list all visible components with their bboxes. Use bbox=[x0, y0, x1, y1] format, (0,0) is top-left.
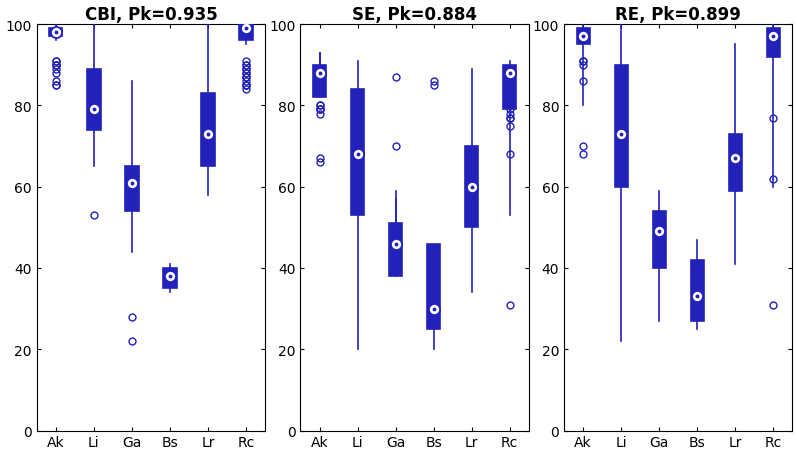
PathPatch shape bbox=[201, 94, 215, 167]
PathPatch shape bbox=[125, 167, 139, 212]
PathPatch shape bbox=[389, 224, 402, 277]
PathPatch shape bbox=[503, 66, 516, 110]
PathPatch shape bbox=[729, 135, 742, 192]
PathPatch shape bbox=[49, 29, 62, 37]
Title: SE, Pk=0.884: SE, Pk=0.884 bbox=[352, 5, 477, 24]
PathPatch shape bbox=[427, 244, 440, 329]
PathPatch shape bbox=[87, 70, 101, 131]
Title: RE, Pk=0.899: RE, Pk=0.899 bbox=[615, 5, 741, 24]
PathPatch shape bbox=[614, 66, 628, 187]
PathPatch shape bbox=[767, 29, 780, 57]
PathPatch shape bbox=[690, 260, 704, 321]
PathPatch shape bbox=[164, 268, 176, 288]
PathPatch shape bbox=[239, 25, 253, 41]
PathPatch shape bbox=[351, 90, 364, 216]
Title: CBI, Pk=0.935: CBI, Pk=0.935 bbox=[85, 5, 217, 24]
PathPatch shape bbox=[576, 29, 590, 46]
PathPatch shape bbox=[313, 66, 326, 98]
PathPatch shape bbox=[465, 147, 478, 228]
PathPatch shape bbox=[653, 212, 666, 268]
